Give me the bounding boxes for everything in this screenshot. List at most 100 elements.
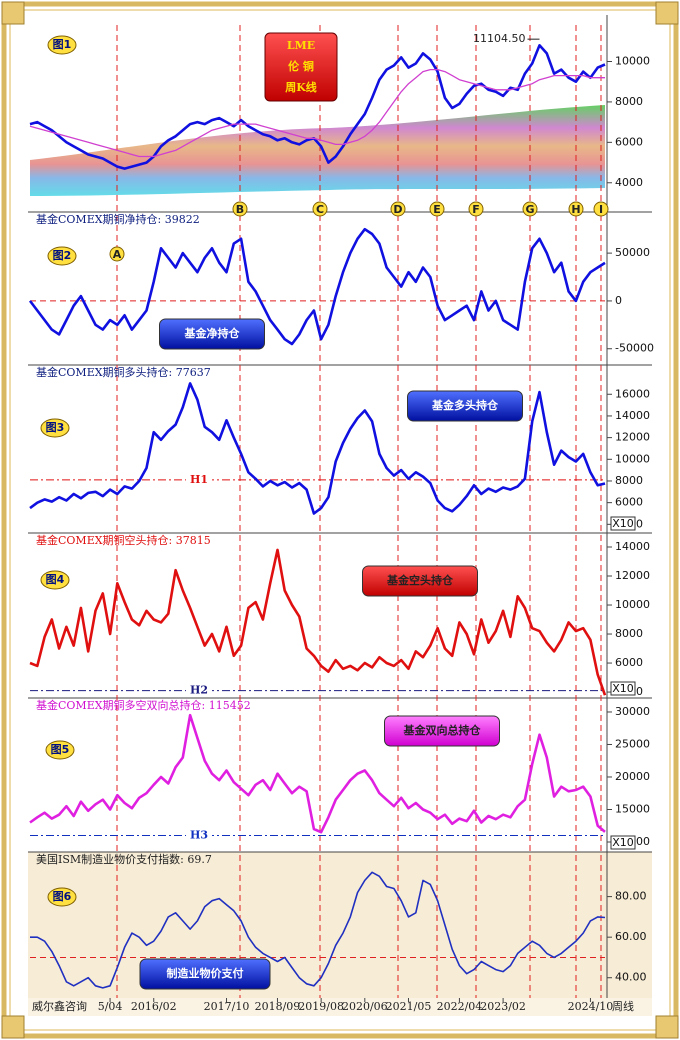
reference-label-bg — [186, 829, 212, 842]
x-tick-label: 2017/10 — [204, 1000, 250, 1013]
axis-multiplier: X10 — [612, 517, 634, 530]
reference-label: H3 — [190, 828, 208, 841]
y-tick-label: 20000 — [615, 770, 650, 783]
caption: 制造业物价支付 — [167, 966, 244, 980]
y-tick-label: 80.00 — [615, 890, 647, 903]
caption-box — [362, 565, 478, 597]
series-line — [29, 713, 606, 834]
title-line: LME — [287, 39, 315, 52]
x-tick-label: 2023/02 — [480, 1000, 526, 1013]
y-tick-label: 10000 — [615, 54, 650, 67]
x-tick-label: 2019/08 — [298, 1000, 344, 1013]
event-marker-label: H — [571, 203, 580, 216]
y-tick-label: 10000 — [615, 452, 650, 465]
event-marker-label: I — [599, 203, 603, 216]
y-tick-label: 12000 — [615, 569, 650, 582]
panel-label: 图1 — [53, 38, 72, 51]
x-tick-label: 2022/04 — [437, 1000, 483, 1013]
y-tick-label: 15000 — [615, 802, 650, 815]
event-marker — [312, 201, 328, 217]
panel-label-badge — [40, 570, 70, 590]
x-tick-label: 2024/10 — [568, 1000, 614, 1013]
panel-title: 美国ISM制造业物价支付指数: 69.7 — [36, 852, 212, 866]
event-marker — [109, 246, 125, 262]
x-axis-note: 周线 — [612, 999, 634, 1013]
caption-box — [139, 958, 271, 990]
caption-box — [384, 715, 500, 747]
multiplier-box — [610, 516, 636, 531]
ma-ribbon-decor — [30, 105, 605, 196]
panel-label: 图4 — [46, 573, 65, 586]
caption: 基金多头持仓 — [431, 398, 499, 412]
panel6-background — [28, 852, 652, 998]
frame-inner — [9, 9, 671, 1031]
panel-label-badge — [47, 246, 77, 266]
event-marker — [522, 201, 538, 217]
panel-title: 基金COMEX期铜多空双向总持仓: 115452 — [36, 698, 251, 712]
event-marker-label: F — [472, 203, 480, 216]
event-marker-label: B — [236, 203, 244, 216]
event-marker — [593, 201, 609, 217]
source: 威尔鑫咨询 — [32, 999, 87, 1013]
x-tick-label: 2016/02 — [131, 1000, 177, 1013]
event-marker — [232, 201, 248, 217]
reference-label-bg — [186, 684, 212, 697]
title-box — [264, 32, 338, 102]
y-tick-label: 30000 — [615, 705, 650, 718]
y-tick-label: 16000 — [615, 387, 650, 400]
y-tick-label: -50000 — [615, 342, 654, 355]
panel-label: 图2 — [53, 249, 72, 262]
y-tick-label: 12000 — [615, 431, 650, 444]
event-marker-label: D — [393, 203, 402, 216]
y-tick-label: 4000 — [615, 176, 643, 189]
y-tick-label: 25000 — [615, 737, 650, 750]
series-line — [28, 227, 606, 346]
panel-title: 基金COMEX期铜净持仓: 39822 — [36, 212, 200, 226]
multiplier-box — [610, 835, 636, 850]
axis-multiplier: X10 — [612, 682, 634, 695]
axis-multiplier: X10 — [612, 836, 634, 849]
title-line: 周K线 — [285, 80, 317, 94]
title-line: 伦 铜 — [288, 59, 314, 73]
series-line — [30, 871, 606, 989]
y-tick-label: 8000 — [615, 95, 643, 108]
x-tick-label: 2021/05 — [386, 1000, 432, 1013]
event-marker — [429, 201, 445, 217]
panel-label-badge — [47, 35, 77, 55]
series-line — [29, 548, 607, 696]
series-line — [29, 382, 606, 515]
caption-box — [159, 318, 265, 350]
y-tick-label: 8000 — [615, 627, 643, 640]
panel-label: 图6 — [53, 890, 72, 903]
event-marker — [568, 201, 584, 217]
panel-label-badge — [45, 740, 75, 760]
y-tick-label: 8000 — [615, 474, 643, 487]
y-tick-label: 10000 — [615, 598, 650, 611]
y-tick-label: 50000 — [615, 246, 650, 259]
event-marker-label: C — [316, 203, 324, 216]
x-tick-label: 2020/06 — [342, 1000, 388, 1013]
y-tick-label: 14000 — [615, 409, 650, 422]
y-tick-label: 6000 — [615, 496, 643, 509]
x-tick-label: 2018/09 — [255, 1000, 301, 1013]
caption: 基金双向总持仓 — [403, 723, 482, 737]
y-tick-label: 0 — [615, 294, 622, 307]
ma-line — [29, 68, 605, 158]
panel-label: 图5 — [51, 743, 70, 756]
reference-label: H2 — [190, 684, 208, 697]
event-marker-label: G — [525, 203, 534, 216]
y-tick-label: 60.00 — [615, 930, 647, 943]
annotation: 11104.50 — [473, 32, 526, 45]
panel-label-badge — [40, 418, 70, 438]
panel-label: 图3 — [46, 421, 65, 434]
panel-title: 基金COMEX期铜空头持仓: 37815 — [36, 533, 211, 547]
x-tick-label: 5/04 — [98, 1000, 123, 1013]
event-marker — [390, 201, 406, 217]
reference-label-bg — [186, 473, 212, 486]
multiplier-box — [610, 681, 636, 696]
caption-box — [407, 390, 523, 422]
panel-title: 基金COMEX期铜多头持仓: 77637 — [36, 365, 211, 379]
